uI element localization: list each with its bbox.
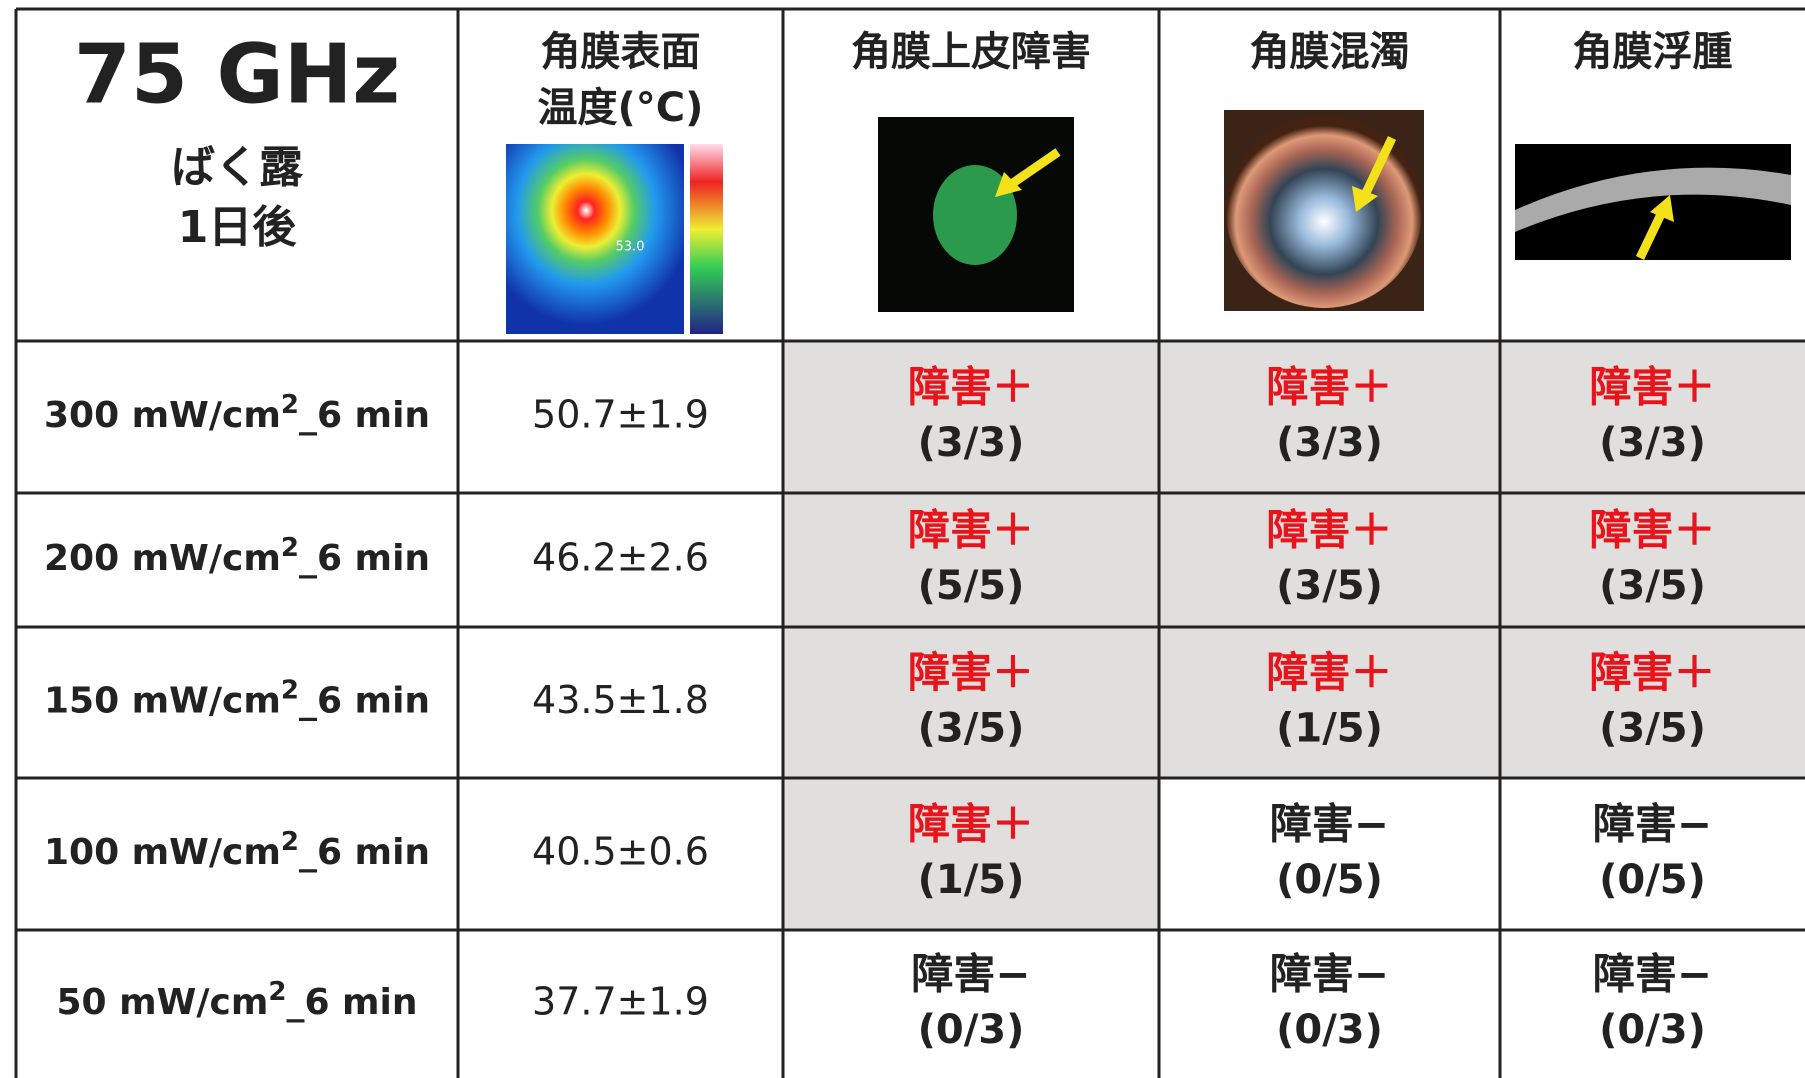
column-header: 角膜浮腫 (1573, 29, 1733, 75)
row-label-part: _6 min (299, 395, 430, 436)
highlight-cell (1500, 493, 1805, 627)
status: 障害＋ (908, 363, 1034, 412)
status: 障害＋ (908, 506, 1034, 555)
count: (1/5) (918, 857, 1025, 903)
status: 障害− (1593, 800, 1712, 849)
highlight-cell (1500, 341, 1805, 493)
status: 障害− (1270, 800, 1389, 849)
temperature: 37.7±1.9 (532, 980, 709, 1024)
temperature: 43.5±1.8 (532, 678, 709, 722)
row-label-part: 50 mW/cm (56, 982, 268, 1023)
row-label-part: 2 (281, 827, 299, 857)
temperature: 50.7±1.9 (532, 393, 709, 437)
temperature: 40.5±0.6 (532, 830, 709, 874)
row-label: 300 mW/cm2_6 min (44, 390, 430, 437)
row-label-part: 2 (281, 390, 299, 420)
count: (3/3) (918, 420, 1025, 466)
highlight-cell (1159, 627, 1500, 778)
row-label: 200 mW/cm2_6 min (44, 533, 430, 580)
status: 障害＋ (1266, 363, 1392, 412)
status: 障害− (911, 950, 1030, 999)
column-header: 角膜表面 (541, 29, 701, 75)
row-label-part: _6 min (286, 982, 417, 1023)
status: 障害− (1270, 950, 1389, 999)
oct-image (1515, 144, 1791, 260)
row-label-part: 2 (268, 977, 286, 1007)
highlight-cell (783, 341, 1159, 493)
row-label-part: 2 (281, 675, 299, 705)
row-label: 50 mW/cm2_6 min (56, 977, 417, 1024)
count: (5/5) (918, 563, 1025, 609)
highlight-cell (1159, 341, 1500, 493)
count: (3/5) (1599, 706, 1706, 752)
row-label-part: 200 mW/cm (44, 538, 281, 579)
header-title: 75 GHz (74, 27, 400, 122)
status: 障害− (1593, 950, 1712, 999)
row-label-part: 2 (281, 533, 299, 563)
status: 障害＋ (1589, 648, 1715, 697)
status: 障害＋ (1266, 506, 1392, 555)
column-header: 温度(°C) (538, 85, 704, 131)
column-header: 角膜上皮障害 (851, 29, 1091, 75)
header-subtitle: ばく露 (171, 142, 304, 193)
highlight-cell (783, 778, 1159, 930)
eye-image (1224, 110, 1424, 311)
count: (1/5) (1276, 706, 1383, 752)
thermal-label: 53.0 (616, 240, 645, 255)
count: (0/3) (1599, 1007, 1706, 1053)
row-label: 150 mW/cm2_6 min (44, 675, 430, 722)
fluorescein-image (878, 117, 1074, 312)
status: 障害＋ (1589, 506, 1715, 555)
status: 障害＋ (908, 800, 1034, 849)
row-label-part: 100 mW/cm (44, 832, 281, 873)
row-label: 100 mW/cm2_6 min (44, 827, 430, 874)
row-label-part: _6 min (299, 681, 430, 722)
highlight-cell (1500, 627, 1805, 778)
status: 障害＋ (1266, 648, 1392, 697)
count: (3/3) (1599, 420, 1706, 466)
row-label-part: 150 mW/cm (44, 681, 281, 722)
count: (0/3) (918, 1007, 1025, 1053)
column-header: 角膜混濁 (1250, 29, 1410, 75)
count: (0/5) (1599, 857, 1706, 903)
count: (3/5) (1276, 563, 1383, 609)
temperature: 46.2±2.6 (532, 536, 709, 580)
status: 障害＋ (908, 648, 1034, 697)
count: (3/5) (918, 706, 1025, 752)
highlight-cell (783, 627, 1159, 778)
highlight-cell (783, 493, 1159, 627)
count: (3/5) (1599, 563, 1706, 609)
status: 障害＋ (1589, 363, 1715, 412)
row-label-part: 300 mW/cm (44, 395, 281, 436)
count: (3/3) (1276, 420, 1383, 466)
row-label-part: _6 min (299, 832, 430, 873)
thermal-image: 53.0 (506, 144, 723, 334)
header-subtitle: 1日後 (178, 202, 298, 253)
row-label-part: _6 min (299, 538, 430, 579)
highlight-cell (1159, 493, 1500, 627)
count: (0/5) (1276, 857, 1383, 903)
count: (0/3) (1276, 1007, 1383, 1053)
